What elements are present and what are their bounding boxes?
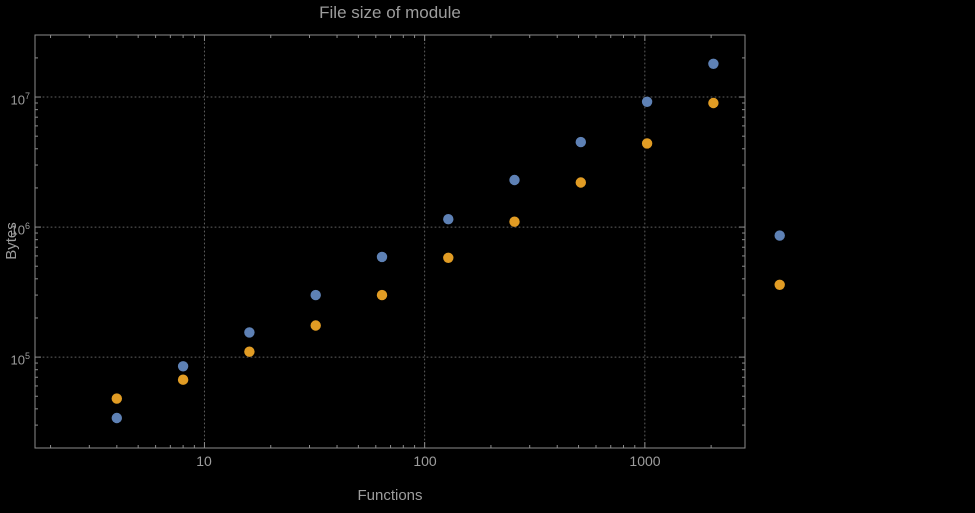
data-point — [708, 97, 719, 109]
data-point — [509, 174, 520, 186]
data-point — [708, 58, 719, 69]
data-point — [774, 279, 785, 290]
y-tick-exponent: 6 — [24, 221, 30, 231]
data-point — [177, 374, 189, 385]
y-tick-base: 10 — [10, 92, 25, 108]
y-tick-base: 10 — [10, 352, 25, 368]
data-point — [641, 96, 653, 108]
x-axis-label: Functions — [357, 487, 423, 504]
data-point — [509, 216, 520, 227]
data-point — [641, 138, 653, 149]
x-tick-label-1000: 1000 — [629, 453, 661, 469]
chart-title: File size of module — [319, 3, 461, 22]
x-tick-label-100: 100 — [413, 453, 437, 469]
data-point — [310, 320, 321, 331]
y-tick-label-1e6: 106 — [0, 218, 30, 238]
y-tick-base: 10 — [10, 222, 25, 238]
data-point — [774, 230, 785, 241]
data-point — [443, 214, 454, 225]
y-tick-exponent: 5 — [24, 351, 30, 361]
x-tick-label-10: 10 — [196, 453, 212, 469]
data-point — [575, 177, 586, 188]
data-point — [443, 252, 454, 263]
axis-ticks — [35, 35, 745, 448]
data-point — [111, 412, 123, 424]
data-point — [244, 327, 255, 338]
y-tick-label-1e5: 105 — [0, 348, 30, 368]
data-point — [111, 393, 123, 404]
data-point — [244, 346, 255, 357]
data-point — [376, 289, 388, 301]
data-point — [310, 289, 321, 301]
data-point — [177, 361, 189, 372]
y-tick-exponent: 7 — [24, 91, 30, 101]
series-2-points — [111, 97, 785, 404]
y-axis-label: Bytes — [3, 222, 20, 260]
gridlines — [34, 34, 746, 449]
data-point — [376, 251, 388, 263]
y-tick-label-1e7: 107 — [0, 88, 30, 108]
data-point — [575, 136, 586, 148]
series-1-points — [111, 58, 785, 424]
plot-frame — [34, 34, 746, 449]
